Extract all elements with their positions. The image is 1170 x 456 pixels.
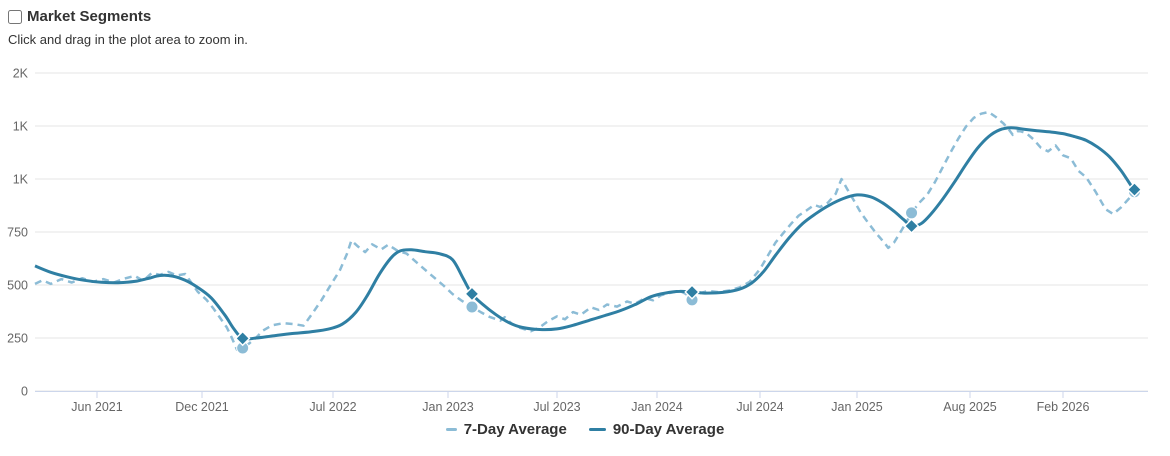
legend-item-7-day-average[interactable]: 7-Day Average [445, 421, 567, 438]
marker-circle-7-day [465, 300, 479, 314]
series-line-90-day-average [34, 126, 1136, 341]
x-axis-label: Jan 2023 [422, 400, 473, 414]
x-axis-label: Aug 2025 [943, 400, 997, 414]
chart-title: Market Segments [27, 8, 152, 25]
legend-item-90-day-average[interactable]: 90-Day Average [588, 421, 725, 438]
x-axis-label: Jun 2021 [71, 400, 122, 414]
legend-label: 7-Day Average [463, 421, 567, 438]
x-axis-label: Jan 2025 [831, 400, 882, 414]
legend-label: 90-Day Average [612, 421, 725, 438]
marker-diamond-90-day [464, 286, 480, 302]
y-axis-label: 500 [7, 279, 28, 293]
x-axis-label: Jul 2024 [736, 400, 783, 414]
y-axis-label: 1K [13, 173, 29, 187]
y-axis-label: 250 [7, 332, 28, 346]
marker-diamond-90-day [234, 330, 251, 347]
x-axis-label: Feb 2026 [1037, 400, 1090, 414]
marker-diamond-90-day [684, 284, 700, 300]
market-segments-checkbox[interactable] [8, 9, 22, 24]
dashed-line-swatch-icon [445, 428, 457, 431]
y-axis-label: 0 [21, 385, 28, 399]
legend: 7-Day Average 90-Day Average [0, 421, 1170, 438]
series-line-7-day-average [34, 110, 1136, 351]
marker-diamond-90-day [1126, 181, 1143, 198]
chart-subtitle: Click and drag in the plot area to zoom … [8, 32, 248, 47]
marker-diamond-90-day [903, 218, 920, 234]
chart-header: Market Segments Click and drag in the pl… [8, 8, 248, 47]
x-axis-label: Dec 2021 [175, 400, 229, 414]
y-axis-label: 750 [7, 226, 28, 240]
y-axis-label: 1K [13, 120, 29, 134]
x-axis-label: Jul 2023 [533, 400, 580, 414]
x-axis-label: Jan 2024 [631, 400, 682, 414]
y-axis-label: 2K [13, 67, 29, 81]
solid-line-swatch-icon [588, 428, 606, 431]
marker-circle-7-day [905, 206, 919, 220]
x-axis-label: Jul 2022 [309, 400, 356, 414]
